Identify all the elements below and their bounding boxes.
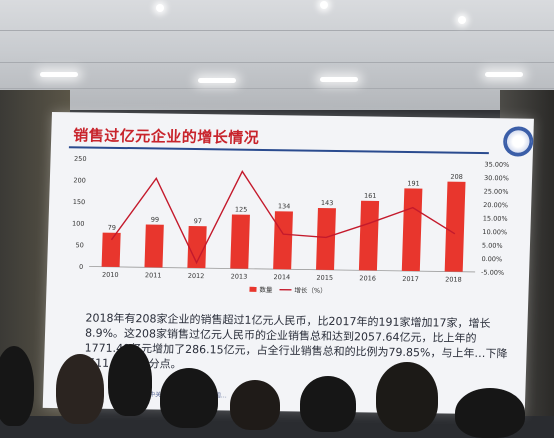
bar (402, 188, 423, 271)
x-tick-label: 2017 (402, 275, 419, 283)
y-left-tick-label: 250 (74, 155, 87, 163)
ceiling-spotlight (320, 1, 328, 9)
x-tick-label: 2011 (145, 271, 162, 279)
ceiling-panel-line (0, 88, 554, 89)
x-tick-label: 2018 (445, 276, 462, 284)
audience-head (56, 354, 104, 424)
audience-head (376, 362, 438, 432)
audience-head (300, 376, 356, 432)
organization-logo (503, 126, 534, 156)
x-tick-label: 2012 (188, 272, 205, 280)
ceiling-panel-line (0, 30, 554, 31)
bar-value-label: 99 (151, 216, 160, 224)
audience-head (160, 368, 218, 428)
bar (144, 225, 163, 268)
x-tick-label: 2014 (273, 273, 290, 281)
bar (359, 201, 379, 271)
bar-value-label: 191 (407, 179, 420, 187)
bar (273, 211, 293, 269)
x-tick-label: 2010 (102, 271, 119, 279)
bar-value-label: 97 (194, 217, 203, 225)
y-right-tick-label: 30.00% (484, 174, 509, 182)
y-left-tick-label: 200 (73, 176, 86, 184)
bar-value-label: 79 (108, 224, 117, 232)
bar-value-label: 208 (450, 173, 463, 181)
ceiling-light (485, 72, 523, 77)
ceiling-light (40, 72, 78, 77)
audience-head (108, 344, 152, 416)
audience (0, 340, 554, 416)
x-tick-label: 2015 (316, 274, 333, 282)
ceiling-spotlight (156, 4, 164, 12)
bar-value-label: 134 (278, 202, 291, 210)
x-tick-label: 2016 (359, 274, 376, 282)
y-right-tick-label: -5.00% (481, 269, 504, 277)
ceiling-panel-line (0, 62, 554, 63)
bar (230, 215, 250, 269)
y-right-tick-label: 0.00% (481, 255, 502, 263)
bar-value-label: 161 (364, 192, 377, 200)
audience-head (455, 388, 525, 438)
sales-chart: 250 200 150 100 50 0 35.00% 30.00% 25.00% 20.00% 1… (46, 148, 533, 325)
y-left-tick-label: 50 (75, 241, 84, 249)
legend-label-line: 增长（%） (294, 285, 326, 294)
bar (102, 233, 121, 267)
bar-value-label: 125 (235, 206, 248, 214)
audience-head (0, 346, 34, 426)
ceiling-light (198, 78, 236, 83)
x-tick-label: 2013 (231, 273, 248, 281)
y-right-tick-label: 15.00% (483, 215, 508, 223)
ceiling (0, 0, 554, 110)
y-left-tick-label: 0 (79, 263, 83, 271)
bar-value-label: 143 (321, 199, 334, 207)
y-right-tick-label: 10.00% (482, 228, 507, 236)
y-right-tick-label: 20.00% (483, 201, 508, 209)
legend-swatch-bar (249, 287, 256, 292)
y-left-tick-label: 150 (73, 198, 86, 206)
bar (316, 208, 336, 270)
ceiling-spotlight (458, 16, 466, 24)
y-left-tick-label: 100 (72, 220, 85, 228)
audience-head (230, 380, 280, 430)
y-right-tick-label: 5.00% (482, 242, 503, 250)
slide-title: 销售过亿元企业的增长情况 (73, 124, 260, 148)
legend-label-bar: 数量 (259, 285, 273, 294)
y-right-tick-label: 25.00% (484, 188, 509, 196)
ceiling-light (320, 77, 358, 82)
y-right-tick-label: 35.00% (484, 161, 509, 169)
bar (445, 182, 466, 272)
